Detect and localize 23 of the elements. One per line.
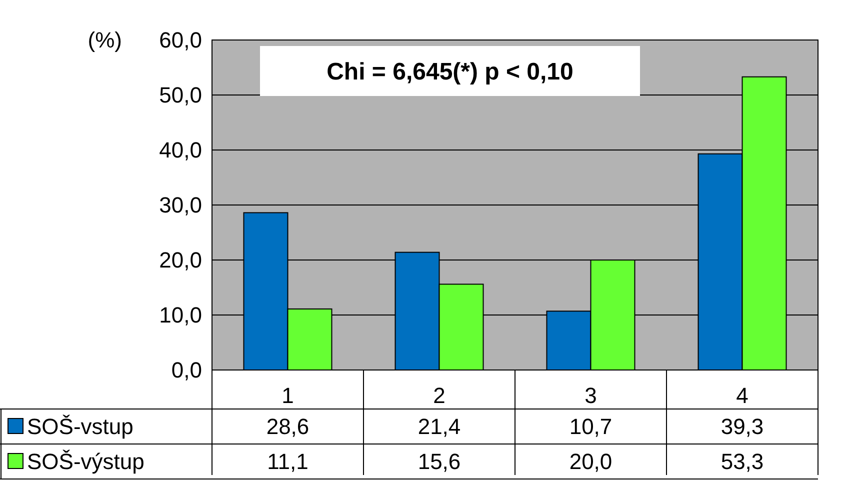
data-label: 53,3 <box>720 449 764 474</box>
y-axis-title: (%) <box>88 28 122 53</box>
y-tick-label: 40,0 <box>159 138 202 163</box>
x-tick-label: 1 <box>282 383 294 408</box>
data-label: 15,6 <box>418 449 461 474</box>
data-label: 28,6 <box>266 414 310 440</box>
data-label: 11,1 <box>267 449 308 474</box>
legend-label: SOŠ-vstup <box>27 414 134 440</box>
data-label: 20,0 <box>569 449 612 474</box>
y-tick-label: 50,0 <box>159 82 202 108</box>
data-label: 10,7 <box>569 414 612 440</box>
x-tick-label: 3 <box>584 383 597 408</box>
y-tick-label: 20,0 <box>159 248 202 273</box>
x-tick-label: 2 <box>433 383 446 408</box>
y-tick-label: 10,0 <box>159 302 202 328</box>
y-tick-label: 30,0 <box>159 192 202 218</box>
y-tick-label: 0,0 <box>171 358 202 383</box>
x-tick-label: 4 <box>736 383 748 408</box>
legend-label: SOŠ-výstup <box>27 449 144 474</box>
data-label: 21,4 <box>418 414 461 440</box>
y-tick-label: 60,0 <box>159 28 202 53</box>
annotation: Chi = 6,645(*) p < 0,10 <box>326 58 574 86</box>
data-label: 39,3 <box>720 414 764 440</box>
